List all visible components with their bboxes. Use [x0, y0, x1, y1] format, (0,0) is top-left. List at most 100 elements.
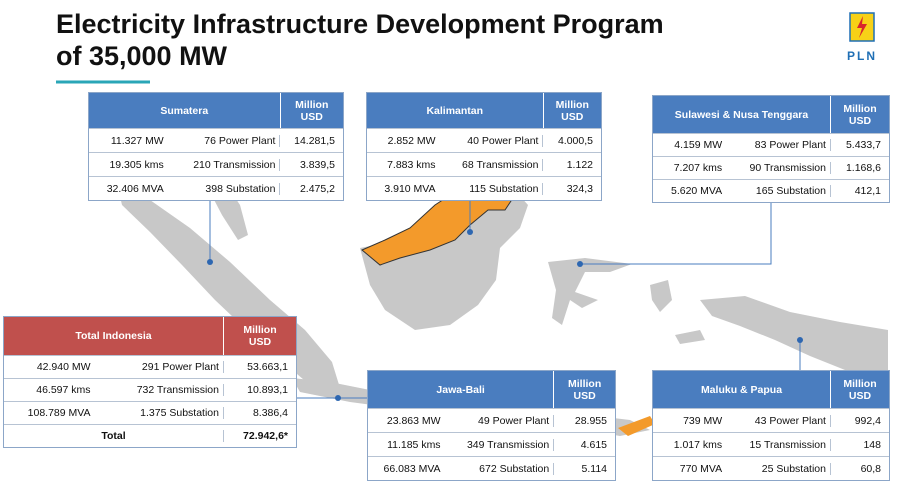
cell: 108.789 MVA — [27, 407, 91, 419]
table-row: 108.789 MVA 1.375 Substation 8.386,4 — [4, 401, 296, 424]
table-row: 770 MVA 25 Substation 60,8 — [653, 456, 889, 480]
title-line: of 35,000 MW — [56, 41, 228, 71]
cell: 412,1 — [829, 185, 889, 197]
cell: 10.893,1 — [222, 384, 296, 396]
table-header: Total Indonesia Million USD — [4, 317, 296, 355]
total-row: Total 72.942,6* — [4, 424, 296, 447]
cell: 60,8 — [829, 462, 889, 475]
malaysia-borneo — [361, 181, 516, 266]
cell: 324,3 — [542, 182, 601, 195]
logo-text: PLN — [847, 49, 877, 63]
leader-line — [580, 200, 772, 265]
unit-label: Million USD — [295, 98, 329, 123]
unit-label: Million USD — [243, 324, 277, 348]
maluku — [650, 280, 705, 344]
cell: 349 Transmission — [466, 438, 550, 451]
table-row: 11.185 kms 349 Transmission 4.615 — [368, 432, 615, 456]
cell: 1.168,6 — [829, 162, 889, 174]
cell: 43 Power Plant — [754, 414, 826, 427]
region-name: Sulawesi & Nusa Tenggara — [653, 96, 831, 133]
table-row: 4.159 MW 83 Power Plant 5.433,7 — [653, 133, 889, 156]
cell: 49 Power Plant — [478, 414, 550, 427]
cell: 115 Substation — [469, 182, 539, 195]
leader-lines — [209, 198, 801, 399]
region-name: Kalimantan — [367, 93, 544, 128]
region-table: Jawa-Bali Million USD 23.863 MW 49 Power Pl… — [367, 370, 616, 481]
table-row: 5.620 MVA 165 Substation 412,1 — [653, 179, 889, 202]
table-header: Sulawesi & Nusa Tenggara Million USD — [653, 96, 889, 133]
table-header: Sumatera Million USD — [89, 93, 343, 128]
unit-label: Million USD — [568, 377, 602, 402]
table-row: 7.883 kms 68 Transmission 1.122 — [367, 152, 601, 176]
cell: 15 Transmission — [749, 438, 826, 451]
cell: 11.185 kms — [387, 438, 441, 451]
cell: 1.122 — [542, 158, 601, 171]
table-row: 2.852 MW 40 Power Plant 4.000,5 — [367, 128, 601, 152]
cell: 398 Substation — [205, 182, 276, 195]
table-header: Kalimantan Million USD — [367, 93, 601, 128]
cell: 28.955 — [553, 414, 615, 427]
total-label: Total — [101, 430, 126, 442]
logo-icon — [849, 12, 875, 42]
cell: 25 Substation — [761, 462, 826, 475]
table-row: 11.327 MW 76 Power Plant 14.281,5 — [89, 128, 343, 152]
marker — [335, 395, 341, 401]
region-table: Sulawesi & Nusa Tenggara Million USD 4.159… — [652, 95, 890, 203]
cell: 5.433,7 — [829, 139, 889, 151]
cell: 23.863 MW — [386, 414, 441, 427]
cell: 11.327 MW — [110, 134, 164, 147]
unit-label: Million USD — [555, 98, 589, 123]
cell: 770 MVA — [679, 462, 723, 475]
title-line: Electricity Infrastructure Development P… — [56, 9, 664, 39]
table-row: 32.406 MVA 398 Substation 2.475,2 — [89, 176, 343, 200]
cell: 732 Transmission — [136, 384, 219, 396]
marker — [797, 337, 803, 343]
marker — [467, 229, 473, 235]
cell: 148 — [829, 438, 889, 451]
region-table: Total Indonesia Million USD 42.940 MW 291 P… — [3, 316, 297, 448]
sulawesi — [548, 258, 632, 325]
table-row: 19.305 kms 210 Transmission 3.839,5 — [89, 152, 343, 176]
logo: PLN — [836, 12, 888, 63]
table-header: Jawa-Bali Million USD — [368, 371, 615, 408]
cell: 4.615 — [553, 438, 615, 451]
table-header: Maluku & Papua Million USD — [653, 371, 889, 408]
region-name: Total Indonesia — [4, 317, 224, 355]
cell: 19.305 kms — [109, 158, 164, 171]
cell: 4.159 MW — [674, 139, 723, 151]
cell: 8.386,4 — [222, 407, 296, 419]
table-row: 46.597 kms 732 Transmission 10.893,1 — [4, 378, 296, 401]
cell: 68 Transmission — [462, 158, 539, 171]
table-row: 3.910 MVA 115 Substation 324,3 — [367, 176, 601, 200]
cell: 1.017 kms — [673, 438, 723, 451]
table-row: 66.083 MVA 672 Substation 5.114 — [368, 456, 615, 480]
papua — [700, 296, 888, 372]
cell: 992,4 — [829, 414, 889, 427]
cell: 83 Power Plant — [754, 139, 826, 151]
cell: 46.597 kms — [36, 384, 91, 396]
cell: 5.620 MVA — [670, 185, 723, 197]
table-row: 7.207 kms 90 Transmission 1.168,6 — [653, 156, 889, 179]
cell: 66.083 MVA — [383, 462, 441, 475]
cell: 291 Power Plant — [141, 361, 219, 373]
unit-label: Million USD — [843, 102, 877, 127]
cell: 165 Substation — [755, 185, 826, 197]
cell: 32.406 MVA — [106, 182, 164, 195]
cell: 3.910 MVA — [384, 182, 436, 195]
total-value: 72.942,6* — [223, 430, 296, 442]
region-name: Maluku & Papua — [653, 371, 831, 408]
cell: 53.663,1 — [222, 361, 296, 373]
cell: 1.375 Substation — [140, 407, 219, 419]
cell: 739 MW — [683, 414, 723, 427]
cell: 210 Transmission — [193, 158, 276, 171]
table-row: 1.017 kms 15 Transmission 148 — [653, 432, 889, 456]
region-table: Sumatera Million USD 11.327 MW 76 Power Pla… — [88, 92, 344, 201]
cell: 7.883 kms — [387, 158, 436, 171]
table-row: 42.940 MW 291 Power Plant 53.663,1 — [4, 355, 296, 378]
cell: 40 Power Plant — [467, 134, 539, 147]
region-table: Kalimantan Million USD 2.852 MW 40 Power Pl… — [366, 92, 602, 201]
region-table: Maluku & Papua Million USD 739 MW 43 Power … — [652, 370, 890, 481]
table-row: 739 MW 43 Power Plant 992,4 — [653, 408, 889, 432]
marker — [577, 261, 583, 267]
